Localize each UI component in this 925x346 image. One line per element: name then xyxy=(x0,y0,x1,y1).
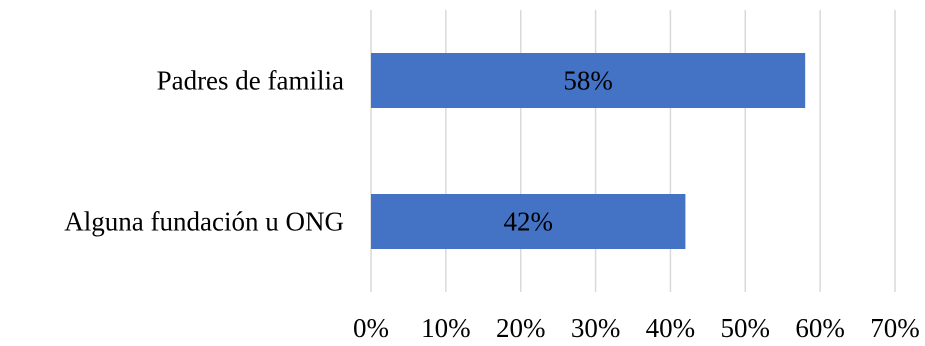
x-tick-label: 0% xyxy=(353,313,389,341)
x-tick-label: 60% xyxy=(795,313,845,341)
category-label: Padres de familia xyxy=(157,66,344,96)
bar xyxy=(371,194,686,249)
bar-data-label: 58% xyxy=(563,66,613,96)
data-labels: 58% 42% xyxy=(503,66,612,237)
x-tick-label: 30% xyxy=(571,313,621,341)
x-tick-label: 20% xyxy=(496,313,546,341)
bars xyxy=(371,53,806,249)
x-tick-label: 40% xyxy=(646,313,696,341)
category-label: Alguna fundación u ONG xyxy=(64,207,344,237)
x-tick-label: 10% xyxy=(421,313,471,341)
x-axis-tick-labels: 0% 10% 20% 30% 40% 50% 60% 70% xyxy=(353,313,920,343)
bar xyxy=(371,53,806,108)
gridlines xyxy=(370,10,896,292)
category-labels: Padres de familia Alguna fundación u ONG xyxy=(64,66,344,237)
x-tick-label: 70% xyxy=(870,313,920,341)
x-tick-label: 50% xyxy=(721,313,771,341)
bar-data-label: 42% xyxy=(503,207,553,237)
